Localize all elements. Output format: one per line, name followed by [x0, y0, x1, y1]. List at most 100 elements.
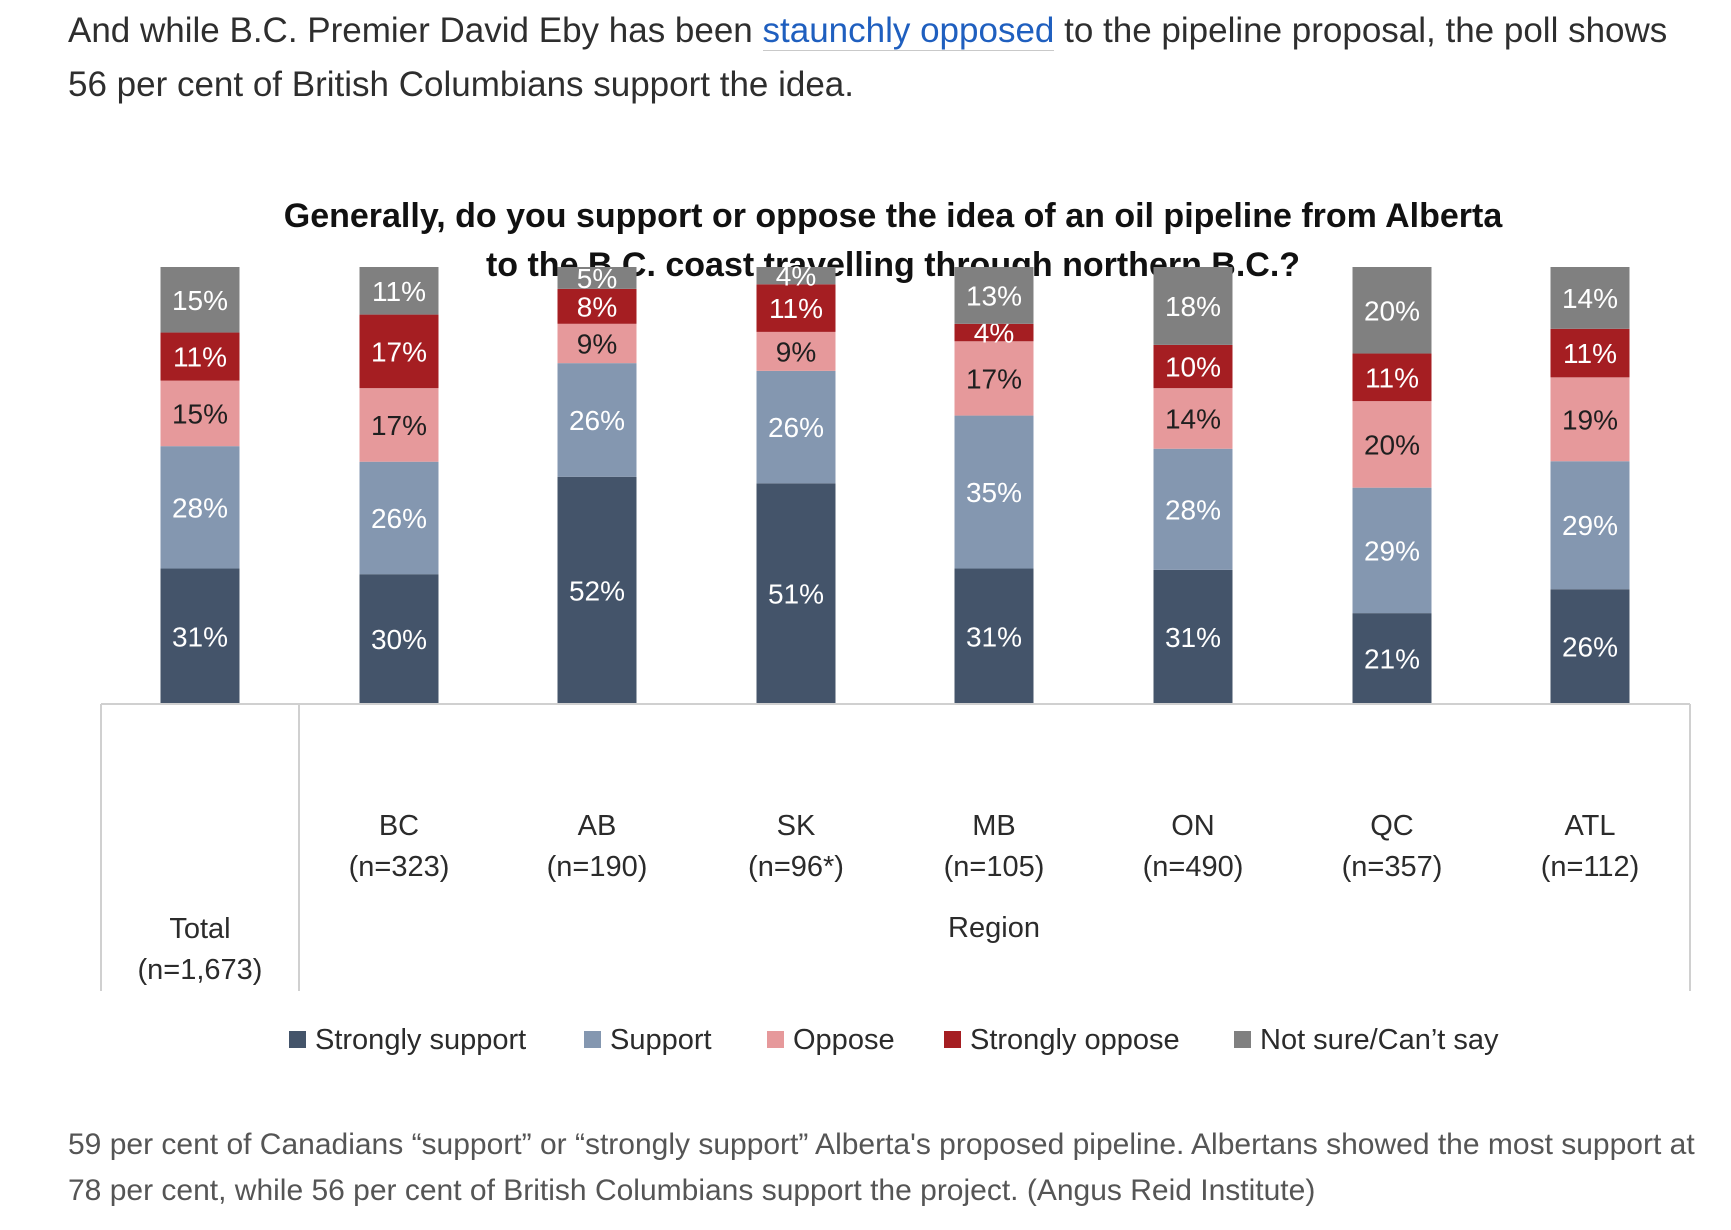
data-label: 26% — [371, 503, 427, 534]
x-tick-sublabel: (n=323) — [349, 851, 450, 883]
data-label: 52% — [569, 575, 625, 606]
x-tick-label: AB — [578, 810, 617, 842]
bar-segment — [756, 267, 836, 285]
data-label: 17% — [371, 336, 427, 367]
bar-segment — [756, 331, 836, 371]
bar-segment — [1153, 267, 1233, 345]
pipeline-support-chart: Generally, do you support or oppose the … — [100, 197, 1691, 1056]
x-tick-label: SK — [777, 810, 816, 842]
data-label: 11% — [173, 342, 227, 373]
bar-segment — [954, 267, 1034, 324]
bar-segment — [1153, 388, 1233, 449]
legend-swatch — [289, 1031, 306, 1048]
data-label: 13% — [966, 280, 1022, 311]
data-label: 31% — [1165, 622, 1221, 653]
data-label: 51% — [768, 579, 824, 610]
legend-swatch — [584, 1031, 601, 1048]
x-tick-label: BC — [379, 810, 419, 842]
bar-segment — [1153, 448, 1233, 570]
bar-segment — [160, 267, 240, 333]
bar-segment — [1352, 353, 1432, 402]
data-label: 11% — [1365, 362, 1419, 393]
data-label: 19% — [1562, 404, 1618, 435]
data-label: 28% — [1165, 494, 1221, 525]
bar-segment — [557, 288, 637, 324]
data-label: 31% — [966, 621, 1022, 652]
legend-swatch — [944, 1031, 961, 1048]
bar-segment — [160, 332, 240, 381]
bar-segment — [954, 323, 1034, 342]
data-label: 29% — [1562, 510, 1618, 541]
data-label: 18% — [1165, 291, 1221, 322]
bar-segment — [557, 267, 637, 289]
x-tick-sublabel: (n=96*) — [748, 851, 844, 883]
data-label: 30% — [371, 624, 427, 655]
data-label: 11% — [1563, 338, 1617, 369]
intro-text-end: to the pipeline proposal, the poll shows… — [68, 11, 1668, 104]
bar-segment — [160, 380, 240, 447]
bar-segment — [1153, 344, 1233, 389]
x-tick-sublabel: (n=490) — [1143, 851, 1244, 883]
bar-segment — [756, 284, 836, 332]
data-label: 35% — [966, 477, 1022, 508]
bar-segment — [1352, 487, 1432, 614]
bar-segment — [954, 568, 1034, 704]
data-label: 26% — [1562, 632, 1618, 663]
data-label: 8% — [577, 291, 617, 322]
legend-label: Oppose — [793, 1024, 895, 1056]
data-label: 14% — [1562, 283, 1618, 314]
chart-caption: 59 per cent of Canadians “support” or “s… — [68, 1128, 1695, 1207]
bar-segment — [160, 568, 240, 704]
bar-segment — [756, 483, 836, 704]
legend-label: Not sure/Can’t say — [1260, 1024, 1499, 1056]
bar-segment — [359, 388, 439, 462]
data-label: 9% — [776, 336, 816, 367]
data-label: 17% — [371, 410, 427, 441]
bar-segment — [1352, 267, 1432, 354]
bar-segment — [359, 574, 439, 704]
data-label: 20% — [1364, 295, 1420, 326]
data-label: 20% — [1364, 429, 1420, 460]
bar-segment — [1550, 328, 1630, 378]
bar-segment — [1153, 569, 1233, 704]
data-label: 26% — [768, 412, 824, 443]
chart-title-line: Generally, do you support or oppose the … — [284, 197, 1504, 235]
bar-segment — [359, 267, 439, 315]
x-tick-label: ATL — [1564, 810, 1615, 842]
x-tick-sublabel: (n=112) — [1541, 851, 1640, 883]
bar-segment — [1352, 401, 1432, 488]
bar-segment — [557, 476, 637, 704]
bar-segment — [557, 323, 637, 364]
bar-segment — [1550, 461, 1630, 590]
region-group-label: Region — [948, 912, 1040, 944]
data-label: 17% — [966, 363, 1022, 394]
data-label: 28% — [172, 492, 228, 523]
bar-segment — [954, 415, 1034, 569]
data-label: 4% — [776, 261, 816, 292]
data-label: 11% — [769, 293, 823, 324]
x-tick-label: QC — [1370, 810, 1414, 842]
x-tick-sublabel: (n=105) — [944, 851, 1045, 883]
intro-text-start: And while B.C. Premier David Eby has bee… — [68, 11, 763, 50]
x-tick-sublabel: (n=357) — [1342, 851, 1443, 883]
legend-swatch — [767, 1031, 784, 1048]
data-label: 14% — [1165, 403, 1221, 434]
data-label: 31% — [172, 621, 228, 652]
bar-segment — [756, 370, 836, 484]
bar-segment — [557, 363, 637, 477]
bar-segment — [1352, 613, 1432, 704]
intro-paragraph: And while B.C. Premier David Eby has bee… — [68, 4, 1688, 112]
legend-label: Support — [610, 1024, 712, 1056]
x-tick-label: Total — [169, 913, 230, 945]
data-label: 29% — [1364, 535, 1420, 566]
staunchly-opposed-link[interactable]: staunchly opposed — [762, 11, 1055, 51]
x-tick-sublabel: (n=1,673) — [138, 954, 263, 986]
data-label: 15% — [172, 398, 228, 429]
bar-segment — [359, 461, 439, 575]
x-tick-label: ON — [1171, 810, 1215, 842]
bar-segment — [1550, 377, 1630, 462]
x-tick-label: MB — [972, 810, 1016, 842]
x-tick-sublabel: (n=190) — [547, 851, 648, 883]
bar-segment — [1550, 589, 1630, 704]
data-label: 9% — [577, 328, 617, 359]
